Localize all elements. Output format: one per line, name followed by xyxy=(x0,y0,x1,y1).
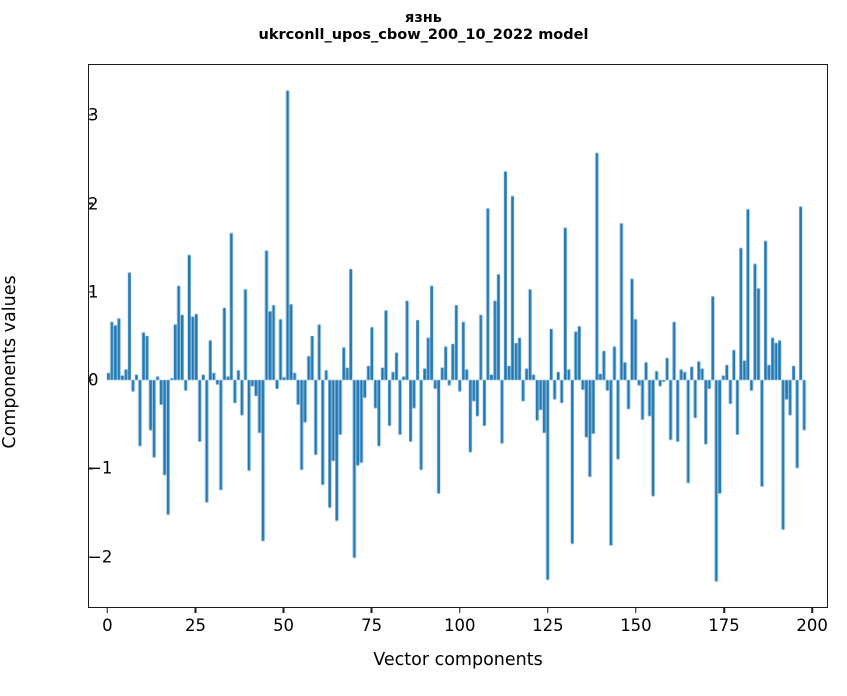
x-axis-tick-label: 75 xyxy=(361,616,383,635)
x-axis-tick: 0 xyxy=(102,608,113,635)
x-axis-label: Vector components xyxy=(373,650,543,670)
y-axis-tick-mark xyxy=(88,202,93,205)
x-axis-tick: 150 xyxy=(620,608,652,635)
x-axis-tick-label: 25 xyxy=(184,616,206,635)
x-axis-tick-mark xyxy=(547,608,549,613)
x-axis-tick-mark xyxy=(194,608,197,613)
y-axis-tick-label: −1 xyxy=(88,458,113,478)
y-axis-tick-mark xyxy=(88,467,93,470)
x-axis-tick-mark xyxy=(635,608,637,613)
chart-title-line-1: язнь xyxy=(405,10,442,26)
x-axis-tick: 50 xyxy=(273,608,294,635)
x-axis-tick-mark xyxy=(459,608,461,613)
x-axis-tick-mark xyxy=(370,608,373,613)
x-axis-tick-label: 0 xyxy=(102,616,113,635)
plot-area xyxy=(88,64,828,608)
y-axis-tick-mark xyxy=(88,291,93,293)
x-axis-tick: 25 xyxy=(185,608,206,635)
x-axis-tick: 200 xyxy=(796,608,828,635)
y-axis-tick-label: 0 xyxy=(88,370,99,390)
x-axis-tick-label: 125 xyxy=(532,616,564,635)
y-axis-tick-mark xyxy=(88,556,93,558)
bar-series-canvas xyxy=(89,65,827,607)
y-axis-tick-label: 2 xyxy=(88,194,99,214)
y-axis-tick-label: 1 xyxy=(88,282,99,302)
y-axis-tick-mark xyxy=(88,379,93,381)
x-axis-tick-label: 100 xyxy=(444,616,476,635)
y-axis-label-text: Components values xyxy=(0,275,20,449)
y-axis-tick-label: 3 xyxy=(88,105,99,125)
x-axis-tick-label: 200 xyxy=(796,616,828,635)
x-axis-tick-mark xyxy=(723,608,725,613)
y-axis-label: Components values xyxy=(0,90,26,634)
x-axis-tick: 175 xyxy=(708,608,740,635)
x-axis-tick: 100 xyxy=(444,608,476,635)
x-axis-tick: 125 xyxy=(532,608,564,635)
chart-title-line-2: ukrconll_upos_cbow_200_10_2022 model xyxy=(258,27,589,44)
x-axis-tick-mark xyxy=(282,608,285,613)
y-axis-tick-label: −2 xyxy=(88,547,113,567)
x-axis-tick-mark xyxy=(811,608,813,613)
x-axis-tick-label: 175 xyxy=(708,616,740,635)
chart-title: язнь ukrconll_upos_cbow_200_10_2022 mode… xyxy=(0,10,847,44)
y-axis-tick-mark xyxy=(88,114,93,116)
x-axis-tick: 75 xyxy=(361,608,382,635)
x-axis-tick-label: 50 xyxy=(273,616,295,635)
x-axis-tick-mark xyxy=(106,608,109,613)
x-axis-tick-label: 150 xyxy=(620,616,652,635)
